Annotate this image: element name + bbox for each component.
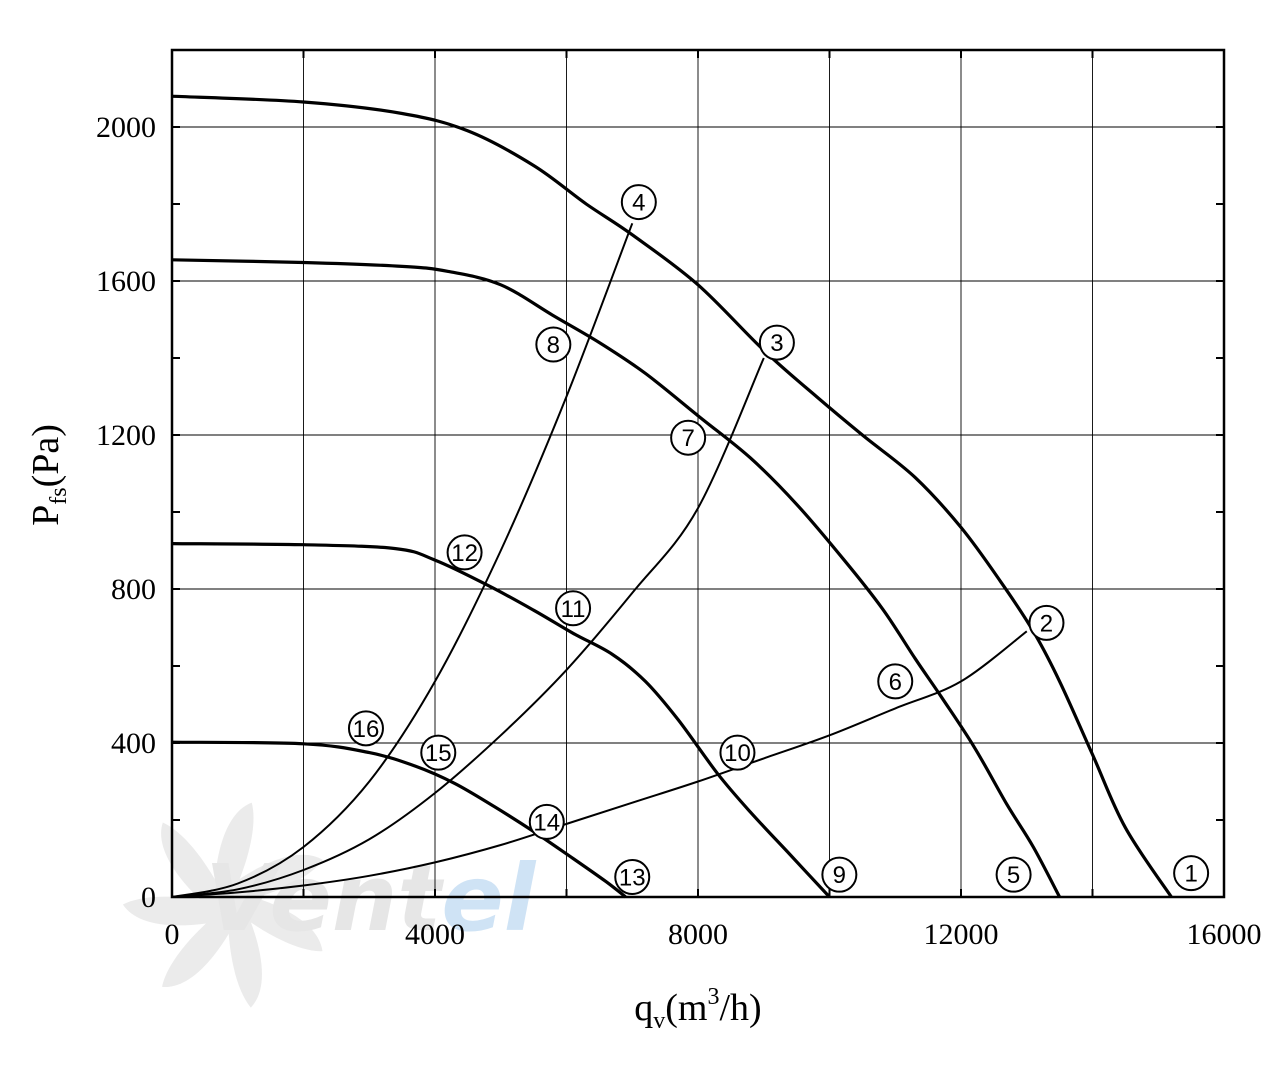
- watermark-fan-blade: [228, 893, 323, 952]
- marker-label: 10: [724, 740, 751, 767]
- marker-label: 3: [770, 330, 783, 357]
- marker-circle: [1028, 604, 1065, 641]
- y-tick-label: 800: [111, 573, 156, 606]
- y-tick-label: 2000: [96, 111, 156, 144]
- marker-circle: [719, 734, 756, 771]
- marker-10: 10: [719, 734, 756, 771]
- marker-label: 1: [1184, 861, 1197, 888]
- marker-5: 5: [995, 856, 1032, 893]
- marker-14: 14: [528, 803, 565, 840]
- tick-labels: 0 4000 8000 12000 16000 0 400 800 1200 1600 2000: [96, 111, 1262, 951]
- marker-circle: [446, 534, 483, 571]
- x-tick-label: 12000: [924, 918, 999, 951]
- marker-12: 12: [446, 534, 483, 571]
- marker-label: 16: [353, 716, 380, 743]
- x-tick-label: 0: [165, 918, 180, 951]
- marker-circle: [420, 734, 457, 771]
- marker-circle: [877, 663, 914, 700]
- marker-label: 4: [632, 190, 645, 217]
- marker-label: 15: [425, 740, 452, 767]
- fan-curve-3: [171, 542, 831, 899]
- system-curve-2: [171, 357, 765, 898]
- marker-7: 7: [670, 419, 707, 456]
- watermark-fan-blade: [162, 905, 236, 987]
- marker-circle: [821, 856, 858, 893]
- marker-13: 13: [614, 858, 651, 895]
- marker-label: 2: [1040, 610, 1053, 637]
- axis-ticks: [171, 49, 1225, 898]
- marker-label: 13: [619, 864, 646, 891]
- x-tick-label: 8000: [668, 918, 728, 951]
- marker-1: 1: [1173, 855, 1210, 892]
- marker-label: 9: [833, 862, 846, 889]
- curves: [171, 94, 1173, 899]
- grid: [171, 50, 1225, 898]
- watermark-fan-blade: [213, 802, 254, 905]
- x-axis-title: qv(m3/h): [634, 984, 761, 1034]
- x-tick-label: 4000: [405, 918, 465, 951]
- marker-circle: [347, 710, 384, 747]
- marker-15: 15: [420, 734, 457, 771]
- system-curve-1: [171, 630, 1028, 898]
- marker-label: 5: [1007, 862, 1020, 889]
- marker-label: 12: [451, 540, 478, 567]
- marker-circle: [995, 856, 1032, 893]
- marker-8: 8: [535, 326, 572, 363]
- marker-2: 2: [1028, 604, 1065, 641]
- watermark-fan-icon: [122, 802, 323, 1008]
- marker-label: 8: [547, 332, 560, 359]
- watermark-text: Ventel: [205, 845, 537, 952]
- marker-circle: [614, 858, 651, 895]
- marker-circle: [535, 326, 572, 363]
- ventel-watermark: Ventel: [122, 802, 537, 1008]
- watermark-fan-blade: [122, 896, 228, 926]
- fan-curve-2: [171, 258, 1062, 898]
- marker-circle: [620, 184, 657, 221]
- marker-9: 9: [821, 856, 858, 893]
- marker-circle: [528, 803, 565, 840]
- marker-16: 16: [347, 710, 384, 747]
- marker-3: 3: [758, 324, 795, 361]
- x-tick-label: 16000: [1187, 918, 1262, 951]
- marker-label: 7: [681, 425, 694, 452]
- marker-circle: [555, 590, 592, 627]
- y-tick-label: 400: [111, 727, 156, 760]
- marker-6: 6: [877, 663, 914, 700]
- marker-circle: [670, 419, 707, 456]
- marker-circle: [1173, 855, 1210, 892]
- fan-curve-1: [171, 94, 1173, 898]
- fan-curve-4: [171, 740, 627, 899]
- y-tick-label: 1200: [96, 419, 156, 452]
- system-curve-3: [171, 222, 634, 898]
- y-tick-label: 0: [141, 881, 156, 914]
- watermark-fan-blade: [161, 822, 228, 910]
- y-tick-label: 1600: [96, 265, 156, 298]
- marker-circle: [758, 324, 795, 361]
- watermark-fan-blade: [227, 905, 262, 1008]
- marker-11: 11: [555, 590, 592, 627]
- marker-4: 4: [620, 184, 657, 221]
- marker-label: 6: [889, 669, 902, 696]
- marker-label: 14: [533, 809, 560, 836]
- marker-label: 11: [561, 596, 586, 623]
- y-axis-title: Pfs(Pa): [25, 424, 72, 526]
